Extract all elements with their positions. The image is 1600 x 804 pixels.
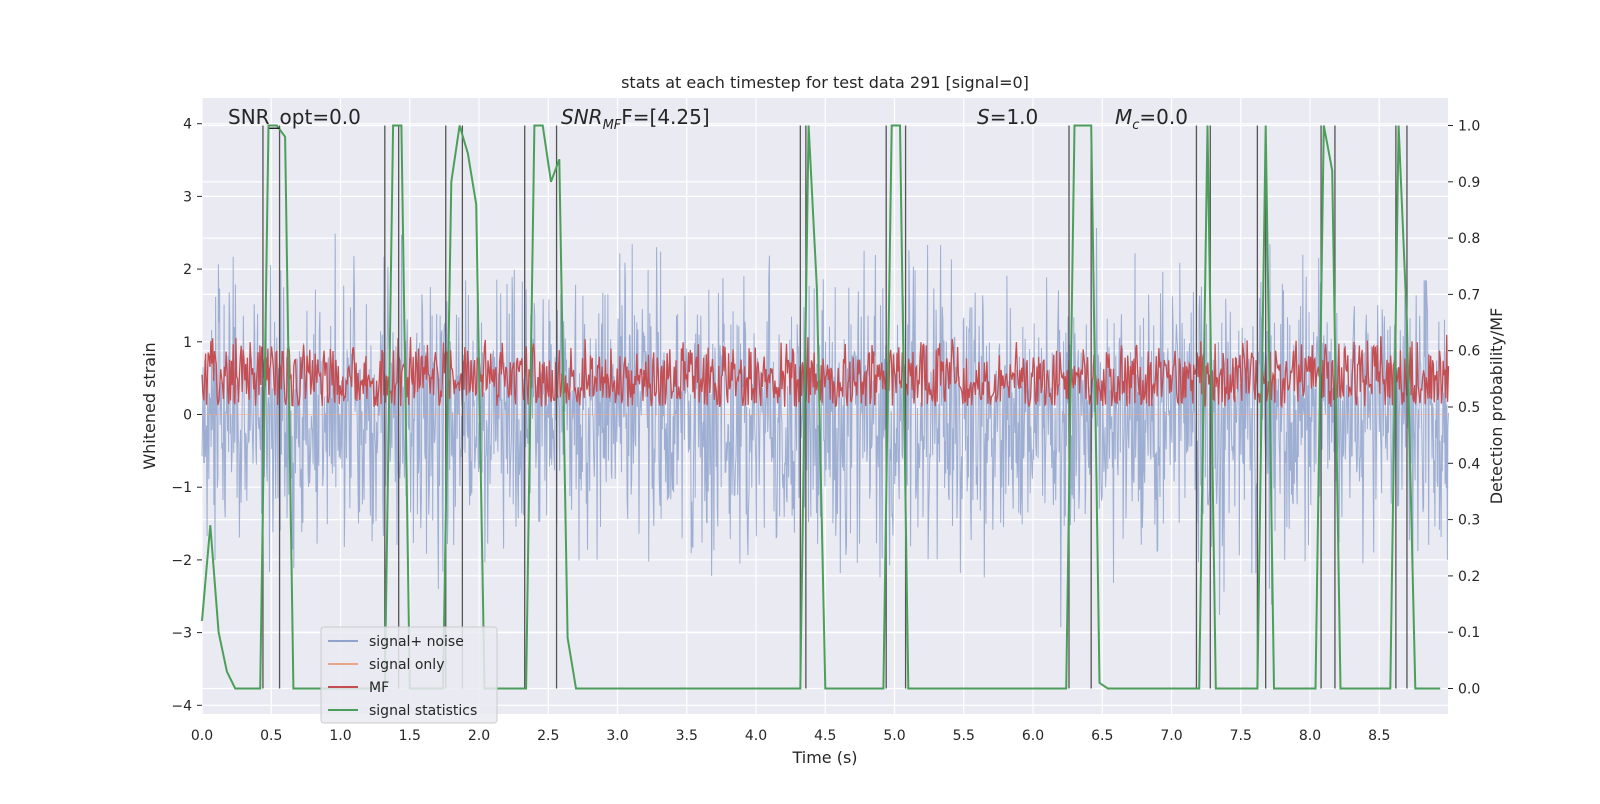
y-tick-label: 2 [183,262,192,278]
x-axis-label: Time (s) [791,748,857,767]
y-tick-labels: 4 3 2 1 0 −1 −2 −3 −4 [171,117,202,714]
y-right-tick-label: 0.5 [1458,400,1480,416]
legend-label-signal-only: signal only [369,657,444,673]
x-tick-label: 1.5 [399,728,421,744]
y-right-tick-label: 0.4 [1458,456,1480,472]
annotation-mc-main: M [1115,105,1132,129]
x-tick-label: 0.5 [260,728,282,744]
x-tick-label: 4.5 [814,728,836,744]
y-tick-label: 1 [183,335,192,351]
y-tick-label: −2 [171,553,192,569]
y-right-tick-label: 1.0 [1458,119,1480,135]
legend-label-signal-statistics: signal statistics [369,703,477,719]
vertical-markers [262,125,1408,689]
x-tick-label: 6.5 [1091,728,1113,744]
annotation-snr-opt: SNR_opt=0.0 [228,105,361,129]
x-tick-label: 7.5 [1230,728,1252,744]
x-tick-label: 8.5 [1368,728,1390,744]
y-right-tick-label: 0.2 [1458,569,1480,585]
y-right-tick-label: 0.1 [1458,625,1480,641]
chart-title: stats at each timestep for test data 291… [621,73,1029,92]
signal-statistics-series [201,124,1441,690]
y-tick-label: 3 [183,189,192,205]
annotation-snr-mf: SNRMFF=[4.25] [561,105,710,133]
annotation-mc: Mc=0.0 [1115,105,1188,133]
signal-noise-series [201,227,1449,628]
y-tick-label: −4 [171,698,192,714]
y-tick-label: 4 [183,117,192,133]
legend-label-signal-noise: signal+ noise [369,634,464,650]
legend-box [320,626,498,724]
y-right-tick-label: 0.3 [1458,513,1480,529]
x-tick-labels: 0.0 0.5 1.0 1.5 2.0 2.5 3.0 3.5 4.0 4.5 5.0 5.5 6.0 6… [191,728,1391,744]
y-right-tick-labels: 1.0 0.9 0.8 0.7 0.6 0.5 0.4 0.3 0.2 0.1 0.0 [1448,119,1480,698]
y-right-tick-label: 0.6 [1458,344,1480,360]
x-tick-label: 6.0 [1022,728,1044,744]
x-tick-label: 4.0 [745,728,767,744]
annotation-mc-rest: =0.0 [1139,105,1188,129]
legend-label-mf: MF [369,680,389,696]
x-tick-label: 5.0 [883,728,905,744]
annotation-snr-mf-sub: MF [603,118,622,133]
x-tick-label: 8.0 [1299,728,1321,744]
annotation-s: S=1.0 [977,105,1038,129]
x-tick-label: 2.5 [537,728,559,744]
annotation-s-rest: =1.0 [990,105,1039,129]
x-tick-label: 1.0 [329,728,351,744]
y-axis-label: Whitened strain [140,342,159,469]
y-right-tick-label: 0.0 [1458,682,1480,698]
annotation-s-main: S [977,105,990,129]
y-right-axis-label: Detection probability/MF [1487,308,1506,505]
annotation-mc-sub: c [1132,118,1139,133]
x-tick-label: 2.0 [468,728,490,744]
legend: signal+ noise signal only MF signal stat… [320,626,498,724]
x-tick-label: 5.5 [953,728,975,744]
x-tick-label: 3.5 [676,728,698,744]
y-tick-label: −3 [171,626,192,642]
x-tick-label: 0.0 [191,728,213,744]
annotation-snr-mf-main: SNR [561,105,603,129]
annotation-snr-mf-rest: F=[4.25] [621,105,709,129]
signal-statistics-line [201,124,1441,690]
y-tick-label: −1 [171,480,192,496]
y-right-tick-label: 0.8 [1458,231,1480,247]
x-tick-label: 3.0 [606,728,628,744]
y-right-tick-label: 0.7 [1458,287,1480,303]
y-right-tick-label: 0.9 [1458,175,1480,191]
x-tick-label: 7.0 [1160,728,1182,744]
y-tick-label: 0 [183,408,192,424]
mf-series [201,334,1450,409]
mf-line [201,334,1450,409]
